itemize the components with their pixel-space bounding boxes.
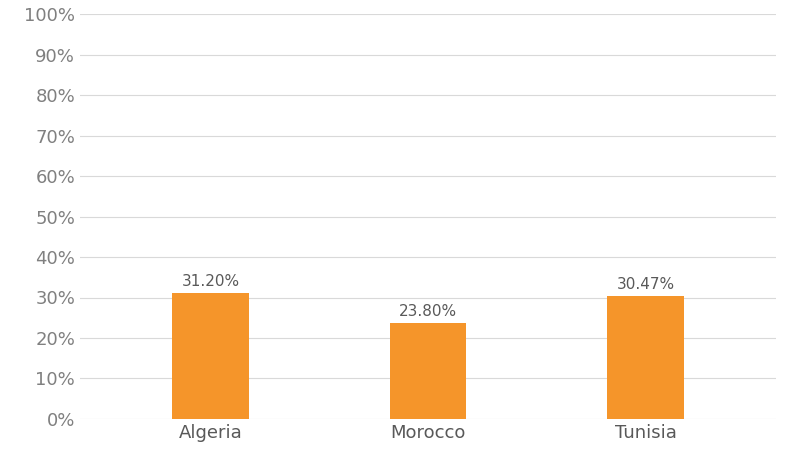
Bar — [607, 296, 683, 419]
Text: 30.47%: 30.47% — [617, 278, 674, 292]
Bar — [173, 293, 249, 419]
Text: 23.80%: 23.80% — [399, 304, 457, 319]
Bar — [390, 323, 466, 419]
Text: 31.20%: 31.20% — [182, 274, 239, 289]
